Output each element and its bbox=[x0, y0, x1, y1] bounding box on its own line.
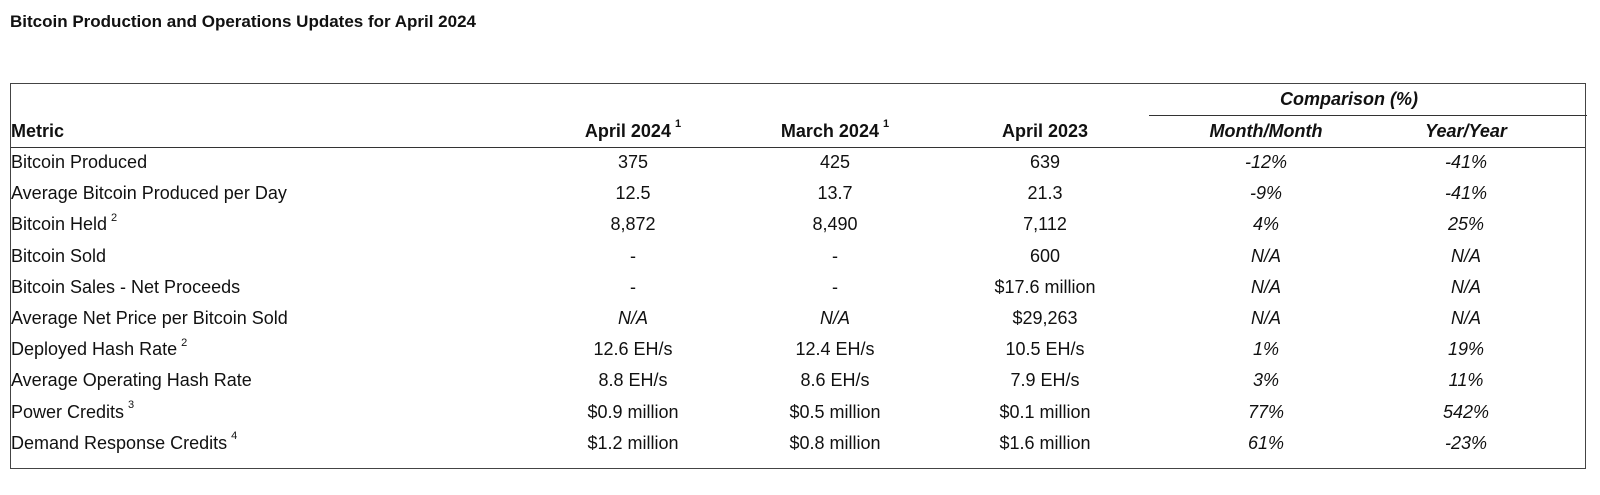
cell-april-2024: $1.2 million bbox=[587, 432, 679, 453]
cell-april-2023: 639 bbox=[1029, 152, 1061, 173]
cell-metric: Demand Response Credits 4 bbox=[11, 430, 238, 453]
column-header-march-2024: March 2024 1 bbox=[780, 118, 890, 141]
cell-month-month: 77% bbox=[1247, 401, 1285, 422]
cell-year-year: N/A bbox=[1450, 276, 1481, 297]
cell-april-2024: 8.8 EH/s bbox=[598, 370, 668, 391]
column-header-april-2023: April 2023 bbox=[1001, 120, 1089, 141]
cell-metric: Bitcoin Held 2 bbox=[11, 211, 118, 235]
cell-april-2024: 375 bbox=[617, 152, 649, 173]
cell-metric: Bitcoin Produced bbox=[11, 152, 148, 173]
cell-april-2023: 10.5 EH/s bbox=[1005, 339, 1085, 360]
cell-month-month: 61% bbox=[1247, 432, 1285, 453]
cell-metric: Average Net Price per Bitcoin Sold bbox=[11, 308, 288, 329]
cell-april-2024: $0.9 million bbox=[587, 401, 679, 422]
cell-year-year: 542% bbox=[1442, 401, 1490, 422]
column-header-april-2024: April 2024 1 bbox=[584, 118, 682, 141]
cell-march-2024: 13.7 bbox=[817, 183, 853, 204]
cell-year-year: 11% bbox=[1448, 370, 1484, 391]
column-header-month-month: Month/Month bbox=[1209, 120, 1323, 141]
cell-month-month: N/A bbox=[1250, 245, 1281, 266]
cell-metric: Deployed Hash Rate 2 bbox=[11, 336, 188, 360]
cell-metric: Bitcoin Sold bbox=[11, 245, 107, 266]
cell-year-year: -23% bbox=[1444, 432, 1488, 453]
cell-april-2023: 7,112 bbox=[1023, 214, 1067, 235]
cell-year-year: N/A bbox=[1450, 308, 1481, 329]
cell-month-month: N/A bbox=[1250, 276, 1281, 297]
cell-april-2023: $0.1 million bbox=[999, 401, 1091, 422]
cell-april-2024: 12.5 bbox=[615, 183, 651, 204]
cell-march-2024: 425 bbox=[819, 152, 851, 173]
cell-march-2024: N/A bbox=[819, 308, 850, 329]
cell-metric: Power Credits 3 bbox=[11, 399, 135, 422]
footnote-marker: 4 bbox=[231, 430, 238, 443]
cell-march-2024: - bbox=[832, 245, 838, 266]
cell-april-2023: $29,263 bbox=[1012, 308, 1078, 329]
header-divider bbox=[11, 147, 1585, 148]
cell-month-month: 1% bbox=[1252, 339, 1279, 360]
cell-month-month: -12% bbox=[1244, 152, 1288, 173]
operations-table: Comparison (%) Metric April 2024 1 March … bbox=[10, 83, 1587, 469]
footnote-marker: 3 bbox=[128, 399, 135, 412]
table-row: Deployed Hash Rate 2 12.6 EH/s 12.4 EH/s 10.… bbox=[11, 334, 1585, 365]
table-row: Bitcoin Held 2 8,872 8,490 7,112 4% 25% bbox=[11, 209, 1585, 240]
group-underline bbox=[1149, 115, 1587, 116]
cell-year-year: 25% bbox=[1447, 214, 1485, 235]
cell-year-year: N/A bbox=[1450, 245, 1481, 266]
cell-month-month: 4% bbox=[1252, 214, 1279, 235]
table-row: Bitcoin Sales - Net Proceeds - - $17.6 mill… bbox=[11, 272, 1585, 303]
table-row: Demand Response Credits 4 $1.2 million $0.8… bbox=[11, 428, 1585, 459]
column-header-year-year: Year/Year bbox=[1425, 120, 1507, 141]
cell-year-year: -41% bbox=[1444, 152, 1488, 173]
cell-march-2024: $0.5 million bbox=[789, 401, 881, 422]
cell-year-year: 19% bbox=[1447, 339, 1485, 360]
footnote-marker: 2 bbox=[181, 336, 188, 349]
cell-april-2023: 7.9 EH/s bbox=[1010, 370, 1080, 391]
footnote-marker: 2 bbox=[111, 211, 118, 224]
cell-april-2023: $17.6 million bbox=[994, 276, 1096, 297]
cell-march-2024: - bbox=[832, 276, 838, 297]
cell-month-month: 3% bbox=[1252, 370, 1279, 391]
cell-april-2023: 600 bbox=[1029, 245, 1061, 266]
cell-april-2024: N/A bbox=[617, 308, 648, 329]
cell-metric: Bitcoin Sales - Net Proceeds bbox=[11, 276, 241, 297]
cell-march-2024: $0.8 million bbox=[789, 432, 881, 453]
cell-metric: Average Bitcoin Produced per Day bbox=[11, 183, 287, 204]
cell-april-2024: - bbox=[630, 245, 636, 266]
table-header-row: Metric April 2024 1 March 2024 1 April 202… bbox=[11, 115, 1585, 147]
table-row: Average Bitcoin Produced per Day 12.5 13.7… bbox=[11, 178, 1585, 209]
table-row: Average Operating Hash Rate 8.8 EH/s 8.6 E… bbox=[11, 365, 1585, 396]
cell-april-2024: - bbox=[630, 276, 636, 297]
cell-march-2024: 8.6 EH/s bbox=[800, 370, 870, 391]
cell-march-2024: 8,490 bbox=[812, 214, 858, 235]
table-row: Power Credits 3 $0.9 million $0.5 million $0… bbox=[11, 397, 1585, 428]
table-row: Bitcoin Produced 375 425 639 -12% -41% bbox=[11, 147, 1585, 178]
cell-april-2023: 21.3 bbox=[1027, 183, 1063, 204]
cell-metric: Average Operating Hash Rate bbox=[11, 370, 252, 391]
cell-month-month: N/A bbox=[1250, 308, 1281, 329]
cell-april-2024: 8,872 bbox=[610, 214, 656, 235]
comparison-group-label: Comparison (%) bbox=[1279, 89, 1418, 109]
cell-march-2024: 12.4 EH/s bbox=[795, 339, 875, 360]
column-header-metric: Metric bbox=[11, 120, 65, 141]
cell-april-2023: $1.6 million bbox=[999, 432, 1091, 453]
cell-year-year: -41% bbox=[1444, 183, 1488, 204]
cell-month-month: -9% bbox=[1249, 183, 1282, 204]
table-row: Average Net Price per Bitcoin Sold N/A N/A… bbox=[11, 303, 1585, 334]
page-title: Bitcoin Production and Operations Update… bbox=[10, 12, 476, 31]
cell-april-2024: 12.6 EH/s bbox=[593, 339, 673, 360]
table-group-header: Comparison (%) bbox=[11, 84, 1585, 115]
table-row: Bitcoin Sold - - 600 N/A N/A bbox=[11, 241, 1585, 272]
